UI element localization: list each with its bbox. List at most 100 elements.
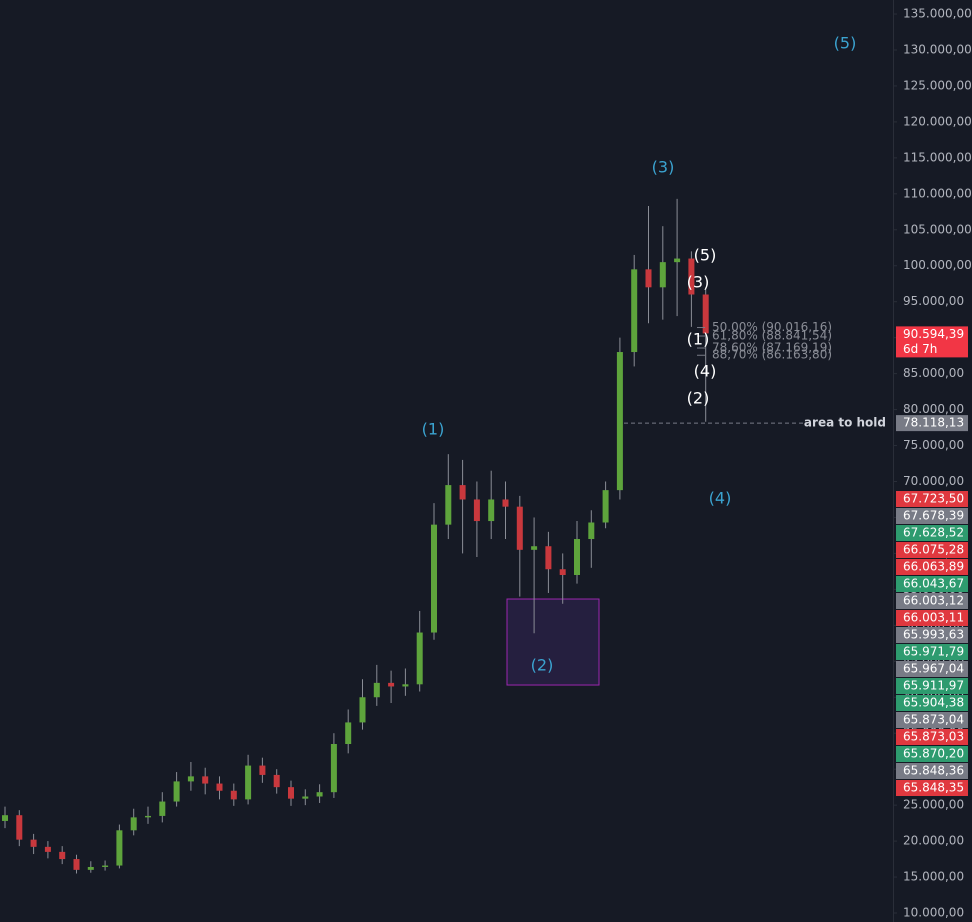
candle-body xyxy=(488,499,495,522)
candle-body xyxy=(616,352,623,491)
candle-body xyxy=(674,258,681,263)
fib-label: 61,80% (88.841,54) xyxy=(712,328,832,342)
price-tag xyxy=(896,661,968,677)
candle-body xyxy=(216,783,223,791)
price-tag-label: 65.873,03 xyxy=(903,730,964,744)
y-tick-label: 110.000,00 xyxy=(903,186,972,200)
candle-body xyxy=(288,787,294,799)
price-tag-label: 65.993,63 xyxy=(903,628,964,642)
candle-body xyxy=(187,776,194,782)
wave-label: (3) xyxy=(687,273,710,292)
candle-body xyxy=(588,522,595,540)
price-tag-label: 65.848,36 xyxy=(903,764,964,778)
price-tag xyxy=(896,491,968,507)
fib-label: 78,60% (87.169,19) xyxy=(712,341,832,355)
price-tag xyxy=(896,525,968,541)
price-tag-label: 66.003,11 xyxy=(903,611,964,625)
candle-body xyxy=(659,262,666,288)
fib-label: 88,70% (86.163,80) xyxy=(712,348,832,362)
price-tag-label: 67.678,39 xyxy=(903,509,964,523)
candle-body xyxy=(702,294,709,334)
wave-label: (4) xyxy=(709,489,732,508)
candle-body xyxy=(545,546,552,570)
candle-body xyxy=(631,269,638,353)
candle-body xyxy=(173,781,180,802)
candle-body xyxy=(259,765,266,775)
price-tag xyxy=(896,542,968,558)
candle-body xyxy=(445,485,452,525)
candle-body xyxy=(30,839,37,847)
price-tag xyxy=(896,644,968,660)
last-price-label: 90.594,39 xyxy=(903,327,964,341)
y-tick-label: 115.000,00 xyxy=(903,150,972,164)
candle-body xyxy=(516,506,523,550)
candle-body xyxy=(116,830,123,866)
candle-body xyxy=(359,697,366,723)
candle-body xyxy=(273,774,280,788)
wave-label: (5) xyxy=(834,34,857,53)
price-tag-label: 67.628,52 xyxy=(903,526,964,540)
price-tag xyxy=(896,712,968,728)
y-tick-label: 10.000,00 xyxy=(903,906,964,920)
price-tag-label: 66.063,89 xyxy=(903,560,964,574)
price-tag xyxy=(896,576,968,592)
candle-body xyxy=(245,765,252,800)
candle-body xyxy=(230,790,237,800)
candle-body xyxy=(459,485,466,500)
price-tag-label: 66.075,28 xyxy=(903,543,964,557)
candle-body xyxy=(44,846,51,852)
price-tag-label: 67.723,50 xyxy=(903,492,964,506)
candle-body xyxy=(302,796,309,799)
fib-label: 50.00% (90.016,16) xyxy=(712,320,832,334)
price-tag-label: 65.971,79 xyxy=(903,645,964,659)
candle-body xyxy=(145,815,151,818)
price-tag xyxy=(896,610,968,626)
candle-body xyxy=(402,684,409,687)
y-tick-label: 95.000,00 xyxy=(903,294,964,308)
price-tag-label: 65.904,38 xyxy=(903,696,964,710)
price-tag-label: 65.873,04 xyxy=(903,713,964,727)
price-tag xyxy=(896,746,968,762)
y-tick-label: 125.000,00 xyxy=(903,78,972,92)
y-tick-label: 105.000,00 xyxy=(903,222,972,236)
candle-body xyxy=(73,859,80,870)
price-tag xyxy=(896,508,968,524)
candle-body xyxy=(130,817,137,831)
price-tag-label: 65.870,20 xyxy=(903,747,964,761)
candle-body xyxy=(316,792,323,797)
price-tag xyxy=(896,593,968,609)
price-tag-label: 66.043,67 xyxy=(903,577,964,591)
candle-body xyxy=(2,815,8,821)
candle-body xyxy=(59,851,66,860)
price-tag xyxy=(896,678,968,694)
hold-value: 78.118,13 xyxy=(903,416,964,430)
wave-label: (2) xyxy=(531,656,554,675)
zone-box xyxy=(506,598,600,686)
wave-label: (1) xyxy=(687,330,710,349)
hold-tag xyxy=(896,415,968,432)
candle-body xyxy=(645,269,652,288)
y-tick-label: 25.000,00 xyxy=(903,798,964,812)
candle-body xyxy=(330,744,337,793)
candle-body xyxy=(87,866,94,870)
candle-body xyxy=(531,546,538,550)
candle-body xyxy=(16,815,23,840)
candle-body xyxy=(559,569,566,575)
candle-body xyxy=(159,801,166,816)
y-tick-label: 85.000,00 xyxy=(903,366,964,380)
candle-body xyxy=(602,490,609,523)
hold-label: area to hold xyxy=(804,416,886,430)
candle-body xyxy=(431,524,437,633)
y-tick-label: 75.000,00 xyxy=(903,438,964,452)
last-price-tag xyxy=(896,326,968,358)
price-tag-label: 66.003,12 xyxy=(903,594,964,608)
wave-label: (2) xyxy=(687,389,710,408)
wave-label: (3) xyxy=(652,158,675,177)
price-tag-label: 65.848,35 xyxy=(903,781,964,795)
wave-label: (5) xyxy=(694,246,717,265)
y-tick-label: 135.000,00 xyxy=(903,7,972,21)
price-tag-label: 65.967,04 xyxy=(903,662,964,676)
candle-body xyxy=(373,682,380,698)
candle-body xyxy=(574,539,580,575)
candle-body xyxy=(473,499,480,522)
